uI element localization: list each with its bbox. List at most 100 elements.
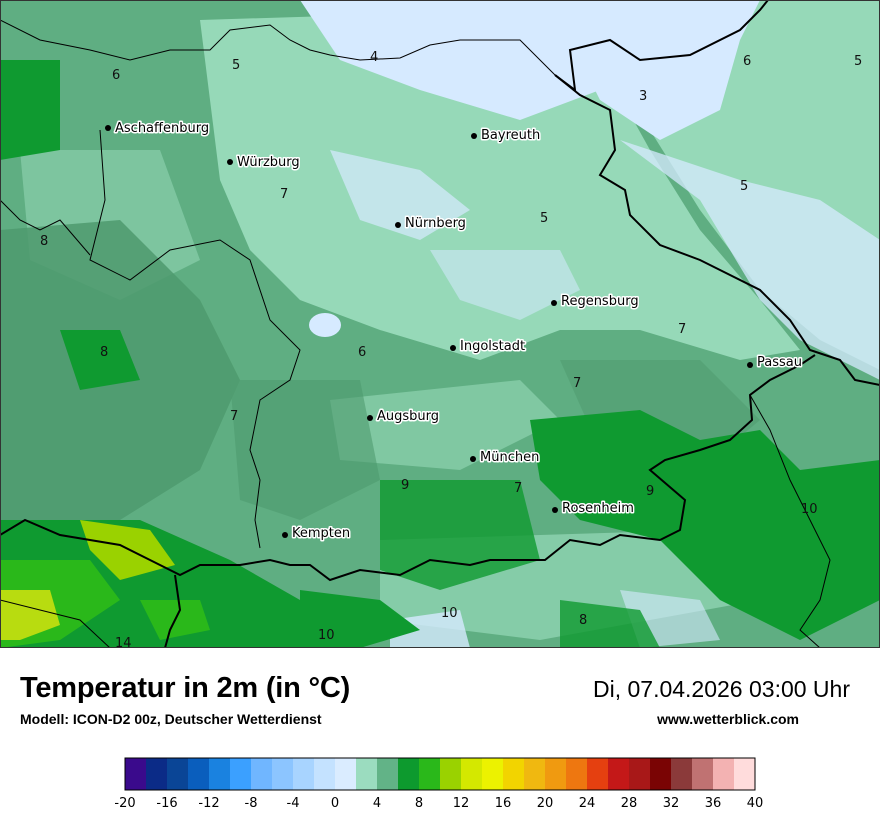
isotherm-label: 7 (230, 409, 238, 424)
city-ingolstadt[interactable]: Ingolstadt (450, 338, 527, 356)
legend-swatch (566, 758, 588, 790)
isotherm-label: 6 (112, 68, 120, 83)
city-augsburg[interactable]: Augsburg (367, 408, 441, 426)
legend-frame (124, 757, 756, 791)
city-markers: Aschaffenburg Würzburg Bayreuth Nürnberg… (105, 120, 803, 543)
forecast-datetime: Di, 07.04.2026 03:00 Uhr (592, 676, 850, 702)
legend-tick-label: 4 (373, 796, 381, 811)
isotherm-label: 4 (370, 50, 378, 65)
legend-swatch (713, 758, 735, 790)
legend-swatch (146, 758, 168, 790)
isotherm-label: 5 (740, 179, 748, 194)
legend-tick-label: 12 (453, 796, 470, 811)
city-label: Bayreuth (481, 128, 540, 143)
legend-swatch (461, 758, 483, 790)
legend-tick-label: -8 (245, 796, 258, 811)
legend-swatch (545, 758, 567, 790)
legend-swatch (356, 758, 378, 790)
city-dot-icon (747, 362, 753, 368)
isotherm-label: 10 (318, 628, 335, 643)
legend-swatch (377, 758, 399, 790)
legend-tick-label: 40 (747, 796, 764, 811)
legend-swatch (167, 758, 189, 790)
legend-swatch (650, 758, 672, 790)
city-kempten[interactable]: Kempten (282, 525, 352, 543)
city-rosenheim[interactable]: Rosenheim (552, 500, 635, 518)
isotherm-label: 6 (743, 54, 751, 69)
legend-swatch (188, 758, 210, 790)
isotherm-label: 7 (573, 376, 581, 391)
legend-tick-label: 0 (331, 796, 339, 811)
city-dot-icon (450, 345, 456, 351)
isotherm-label: 8 (579, 613, 587, 628)
legend-tick-label: -16 (156, 796, 177, 811)
legend-swatch (629, 758, 651, 790)
legend-swatch (125, 758, 147, 790)
temperature-map-canvas: 6 5 4 3 6 5 7 5 5 8 8 6 7 7 7 9 7 9 10 1… (0, 0, 880, 648)
legend-swatch (209, 758, 231, 790)
city-aschaffenburg[interactable]: Aschaffenburg (105, 120, 211, 138)
legend-tick-label: -4 (287, 796, 300, 811)
city-dot-icon (282, 532, 288, 538)
isotherm-label: 5 (854, 54, 862, 69)
temperature-field-hot (0, 520, 210, 648)
city-nuernberg[interactable]: Nürnberg (395, 215, 467, 233)
legend-tick-label: 28 (621, 796, 638, 811)
city-label: München (480, 450, 539, 465)
isotherm-label: 10 (801, 502, 818, 517)
isotherm-label: 14 (115, 636, 132, 648)
city-label: Passau (757, 355, 802, 370)
weather-map: 6 5 4 3 6 5 7 5 5 8 8 6 7 7 7 9 7 9 10 1… (0, 0, 880, 648)
website-link[interactable]: www.wetterblick.com (657, 711, 799, 727)
legend-swatch (608, 758, 630, 790)
city-wuerzburg[interactable]: Würzburg (227, 154, 301, 172)
city-dot-icon (552, 507, 558, 513)
isotherm-label: 9 (401, 478, 409, 493)
info-panel: Temperatur in 2m (in °C) Modell: ICON-D2… (0, 648, 880, 830)
city-label: Rosenheim (562, 501, 634, 516)
color-scale-legend: -20 -16 -12 -8 -4 0 4 8 12 16 20 24 28 32 36 40 (114, 757, 763, 811)
legend-swatch (314, 758, 336, 790)
isotherm-label: 6 (358, 345, 366, 360)
legend-tick-label: 36 (705, 796, 722, 811)
isotherm-label: 8 (100, 345, 108, 360)
legend-swatch (272, 758, 294, 790)
legend-swatch (587, 758, 609, 790)
city-muenchen[interactable]: München (470, 449, 541, 467)
city-label: Kempten (292, 526, 350, 541)
legend-tick-label: 8 (415, 796, 423, 811)
city-label: Würzburg (237, 155, 300, 170)
city-dot-icon (551, 300, 557, 306)
isotherm-label: 3 (639, 89, 647, 104)
legend-ticks: -20 -16 -12 -8 -4 0 4 8 12 16 20 24 28 32 36 40 (114, 796, 763, 811)
isotherm-label: 8 (40, 234, 48, 249)
city-label: Augsburg (377, 409, 439, 424)
legend-tick-label: -12 (198, 796, 219, 811)
isotherm-label: 5 (540, 211, 548, 226)
city-label: Aschaffenburg (115, 121, 209, 136)
legend-swatches (124, 757, 756, 791)
legend-swatch (398, 758, 420, 790)
legend-swatch (230, 758, 252, 790)
city-dot-icon (105, 125, 111, 131)
city-label: Regensburg (561, 294, 639, 309)
city-passau[interactable]: Passau (747, 354, 803, 372)
city-dot-icon (471, 133, 477, 139)
legend-swatch (335, 758, 357, 790)
city-bayreuth[interactable]: Bayreuth (471, 127, 542, 145)
legend-swatch (524, 758, 546, 790)
legend-tick-label: 16 (495, 796, 512, 811)
city-label: Ingolstadt (460, 339, 525, 354)
city-dot-icon (395, 222, 401, 228)
isotherm-label: 9 (646, 484, 654, 499)
city-dot-icon (470, 456, 476, 462)
city-dot-icon (367, 415, 373, 421)
legend-tick-label: -20 (114, 796, 135, 811)
legend-tick-label: 32 (663, 796, 680, 811)
city-regensburg[interactable]: Regensburg (551, 293, 640, 311)
map-title: Temperatur in 2m (in °C) (20, 672, 351, 704)
legend-swatch (734, 758, 756, 790)
legend-tick-label: 24 (579, 796, 596, 811)
isotherm-label: 5 (232, 58, 240, 73)
legend-tick-label: 20 (537, 796, 554, 811)
